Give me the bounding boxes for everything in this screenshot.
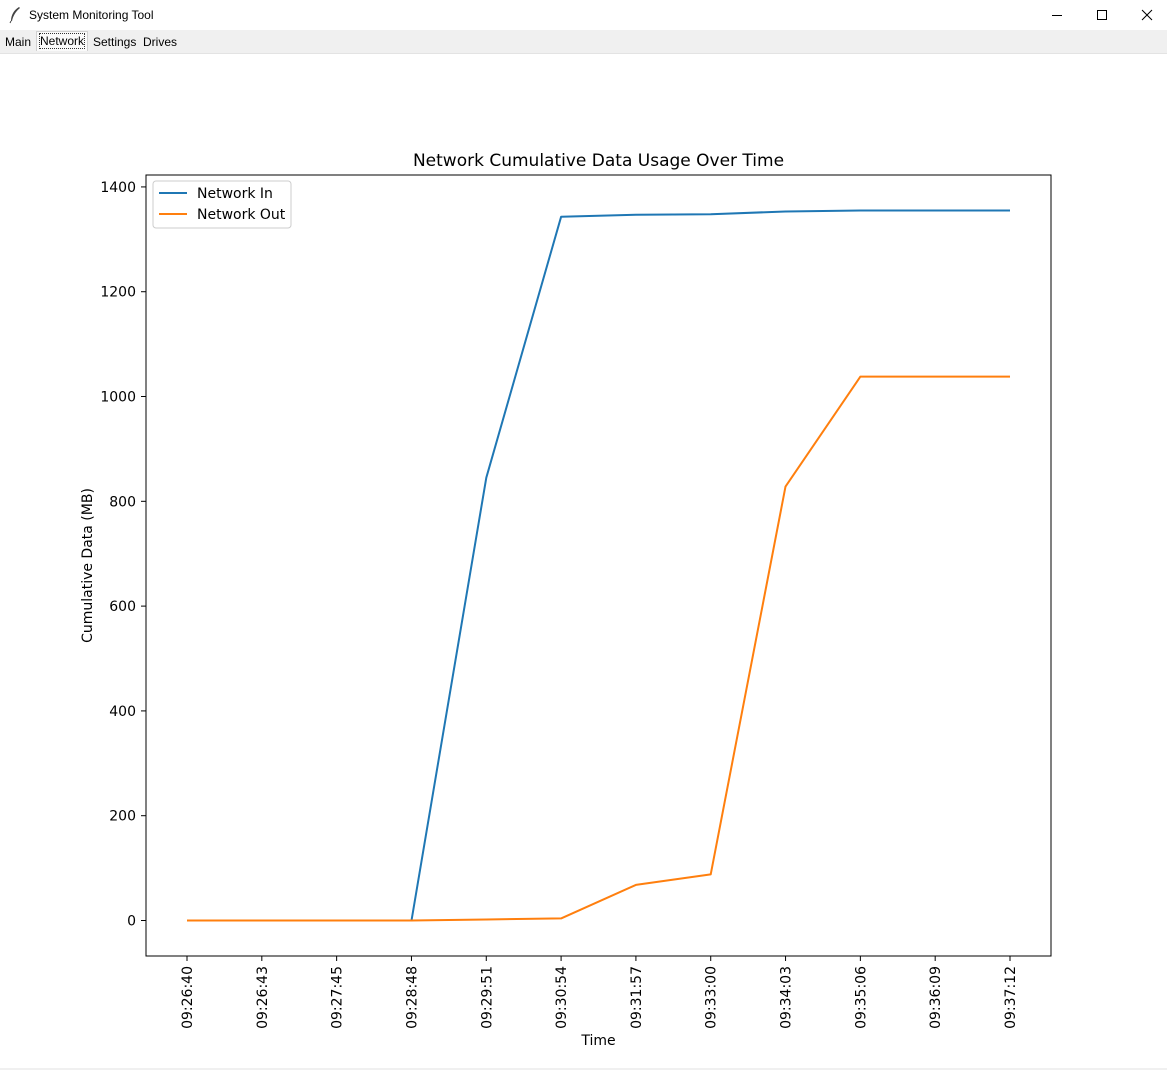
y-tick-label: 1200 <box>100 285 136 301</box>
x-tick-label: 09:33:00 <box>704 966 720 1029</box>
x-tick-label: 09:37:12 <box>1003 966 1019 1029</box>
plot-area <box>146 175 1051 956</box>
legend-box <box>152 180 292 229</box>
network-usage-chart: 0 200 400 600 800 1000 1200 1400 09:26:40 09:26:4… <box>80 151 1052 1049</box>
x-tick-label: 09:36:09 <box>928 966 944 1029</box>
y-tick-label: 1400 <box>100 180 136 196</box>
window-bottom-edge <box>0 1068 1167 1070</box>
series-line-network-out <box>187 375 1010 922</box>
maximize-icon <box>1097 10 1107 20</box>
x-tick-label: 09:27:45 <box>330 966 346 1029</box>
x-tick-label: 09:35:06 <box>853 966 869 1029</box>
y-tick-label: 1000 <box>100 390 136 406</box>
y-tick-label: 600 <box>109 599 136 615</box>
chart-title: Network Cumulative Data Usage Over Time <box>413 151 784 171</box>
y-tick-label: 0 <box>127 914 136 930</box>
close-button[interactable] <box>1124 0 1167 30</box>
x-tick-label: 09:30:54 <box>554 966 570 1029</box>
close-icon <box>1141 9 1153 21</box>
tab-main[interactable]: Main <box>5 35 32 49</box>
legend-label: Network Out <box>197 207 286 223</box>
x-tick-label: 09:29:51 <box>479 966 495 1029</box>
x-tick-label: 09:26:40 <box>180 966 196 1029</box>
minimize-icon <box>1052 15 1062 16</box>
minimize-button[interactable] <box>1034 0 1080 30</box>
y-axis-label: Cumulative Data (MB) <box>80 488 96 643</box>
y-tick-label: 200 <box>109 809 136 825</box>
x-tick-label: 09:34:03 <box>779 966 795 1029</box>
legend-label: Network In <box>197 186 273 202</box>
x-tick-label: 09:31:57 <box>629 966 645 1029</box>
y-tick-label: 400 <box>109 704 136 720</box>
feather-icon <box>9 7 20 24</box>
tab-settings[interactable]: Settings <box>93 35 137 49</box>
window-title: System Monitoring Tool <box>29 8 154 22</box>
title-bar: System Monitoring Tool <box>0 0 1167 30</box>
plot-frame <box>145 174 1052 957</box>
y-tick-label: 800 <box>109 494 136 510</box>
tab-bar: Main Network Settings Drives <box>0 30 1167 54</box>
network-tab-content: 0 200 400 600 800 1000 1200 1400 09:26:40 09:26:4… <box>0 54 1167 1068</box>
tab-drives[interactable]: Drives <box>143 35 178 49</box>
tab-network[interactable]: Network <box>36 31 89 51</box>
x-tick-label: 09:26:43 <box>255 966 271 1029</box>
maximize-button[interactable] <box>1079 0 1125 30</box>
x-axis-label: Time <box>580 1033 615 1049</box>
x-tick-label: 09:28:48 <box>404 966 420 1029</box>
